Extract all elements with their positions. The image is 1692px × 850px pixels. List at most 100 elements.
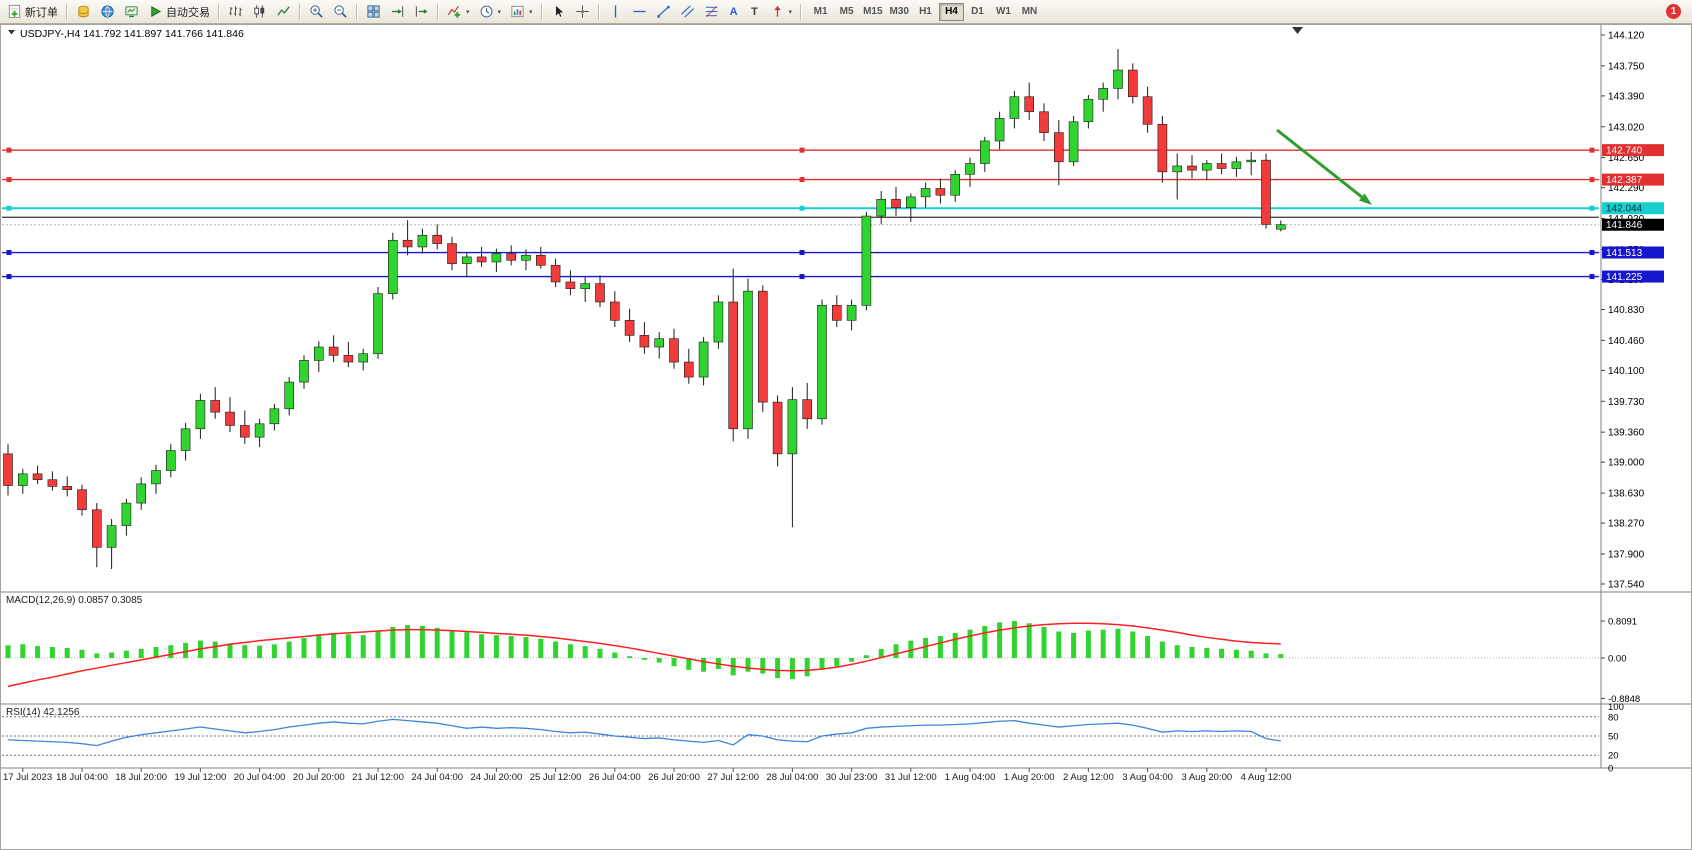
candle — [609, 301, 620, 321]
hline-handle[interactable] — [1589, 177, 1595, 183]
auto-trading-button[interactable]: 自动交易 — [144, 2, 214, 22]
time-axis-label: 18 Jul 20:00 — [115, 772, 167, 783]
macd-bar — [671, 658, 677, 667]
arrows-button[interactable]: ▾ — [766, 2, 797, 22]
zoom-out-button[interactable] — [329, 2, 352, 22]
toolbar: 新订单 自动交易 ▾ ▾ — [0, 0, 1692, 24]
text-button[interactable]: A — [724, 2, 744, 22]
time-axis[interactable]: 17 Jul 2023 18 Jul 04:00 18 Jul 20:00 19 Ju… — [3, 768, 1291, 783]
candle — [831, 305, 842, 321]
hline-handle[interactable] — [6, 250, 12, 256]
terminal-button[interactable] — [120, 2, 143, 22]
timeframe-D1[interactable]: D1 — [965, 3, 990, 21]
candle — [994, 118, 1005, 142]
candle — [417, 234, 428, 248]
line-chart-button[interactable] — [272, 2, 295, 22]
macd-bar — [597, 648, 603, 658]
time-axis-label: 1 Aug 20:00 — [1004, 772, 1055, 783]
collapse-triangle-icon[interactable] — [8, 30, 15, 35]
price-tag — [1602, 246, 1664, 259]
macd-bar — [153, 647, 159, 658]
macd-bar — [1085, 630, 1091, 658]
zoom-in-button[interactable] — [305, 2, 328, 22]
fibonacci-button[interactable] — [700, 2, 723, 22]
macd-bar — [878, 648, 884, 658]
trendline-button[interactable] — [652, 2, 675, 22]
toolbar-separator — [597, 3, 600, 20]
hline-handle[interactable] — [799, 250, 805, 256]
bar-chart-button[interactable] — [224, 2, 247, 22]
hline-handle[interactable] — [799, 177, 805, 183]
indicators-icon — [447, 6, 461, 18]
hline-handle[interactable] — [1589, 250, 1595, 256]
hline-handle[interactable] — [799, 205, 805, 211]
macd-bar — [775, 658, 781, 679]
macd-bar — [1174, 645, 1180, 658]
price-tag-label: 142.387 — [1606, 175, 1643, 186]
timeframe-MN[interactable]: MN — [1017, 3, 1042, 21]
chart-shift-marker[interactable] — [1292, 27, 1303, 34]
new-order-button[interactable]: 新订单 — [3, 2, 62, 22]
macd-bar — [834, 658, 840, 667]
candlestick-chart-button[interactable] — [248, 2, 271, 22]
timeframe-H1[interactable]: H1 — [913, 3, 938, 21]
templates-button[interactable]: ▾ — [506, 2, 537, 22]
macd-bar — [434, 627, 440, 658]
arrow-annotation[interactable] — [1276, 128, 1363, 199]
candle — [595, 283, 605, 303]
hline-handle[interactable] — [1589, 205, 1595, 211]
cursor-button[interactable] — [547, 2, 570, 22]
chart-canvas[interactable]: 144.120 143.750 143.390 143.020 142.650 142.2… — [0, 24, 1692, 850]
chart-header: USDJPY-,H4 141.792 141.897 141.766 141.8… — [20, 28, 244, 40]
macd-bar — [227, 643, 233, 658]
macd-bar — [1233, 649, 1239, 658]
hline-handle[interactable] — [6, 147, 12, 153]
hline-handle[interactable] — [6, 205, 12, 211]
macd-bar — [271, 644, 277, 658]
timeframe-H4[interactable]: H4 — [938, 2, 964, 21]
timeframe-M1[interactable]: M1 — [808, 3, 833, 21]
bar-chart-icon — [229, 6, 242, 17]
indicators-button[interactable]: ▾ — [443, 2, 474, 22]
candle — [151, 470, 161, 485]
candle — [817, 305, 827, 420]
hline-handle[interactable] — [1589, 274, 1595, 280]
market-watch-button[interactable] — [72, 2, 95, 22]
macd-bar — [804, 658, 810, 677]
time-axis-label: 24 Jul 20:00 — [471, 772, 523, 783]
hline-handle[interactable] — [799, 274, 805, 280]
macd-bar — [1011, 620, 1017, 658]
label-button[interactable]: T — [745, 2, 765, 22]
timeframe-M15[interactable]: M15 — [860, 3, 885, 21]
macd-bar — [1204, 647, 1210, 658]
macd-bar — [760, 658, 766, 674]
macd-bar — [1145, 636, 1151, 658]
tile-windows-button[interactable] — [362, 2, 385, 22]
candle — [1157, 123, 1168, 173]
candle — [535, 254, 546, 266]
hline-handle[interactable] — [799, 147, 805, 153]
hline-handle[interactable] — [1589, 147, 1595, 153]
horizontal-line-button[interactable] — [628, 2, 651, 22]
arrow-annotation-head[interactable] — [1359, 193, 1372, 205]
terminal-icon — [125, 6, 138, 18]
notification-badge[interactable]: 1 — [1666, 4, 1681, 19]
vertical-line-button[interactable] — [604, 2, 627, 22]
macd-bar — [893, 644, 899, 658]
chart-shift-button[interactable] — [410, 2, 433, 22]
candlestick-chart-icon — [254, 5, 265, 18]
periods-button[interactable]: ▾ — [475, 2, 506, 22]
hline-handle[interactable] — [6, 274, 12, 280]
price-axis[interactable]: 144.120 143.750 143.390 143.020 142.650 142.2… — [1600, 25, 1691, 768]
timeframe-W1[interactable]: W1 — [991, 3, 1016, 21]
navigator-button[interactable] — [96, 2, 119, 22]
auto-scroll-button[interactable] — [386, 2, 409, 22]
timeframe-M30[interactable]: M30 — [887, 3, 912, 21]
hline-handle[interactable] — [6, 177, 12, 183]
rsi-scale-label: 100 — [1608, 702, 1624, 713]
timeframe-M5[interactable]: M5 — [834, 3, 859, 21]
tile-windows-icon — [367, 5, 380, 18]
crosshair-button[interactable] — [571, 2, 594, 22]
auto-scroll-icon — [391, 6, 404, 17]
channel-button[interactable] — [676, 2, 699, 22]
